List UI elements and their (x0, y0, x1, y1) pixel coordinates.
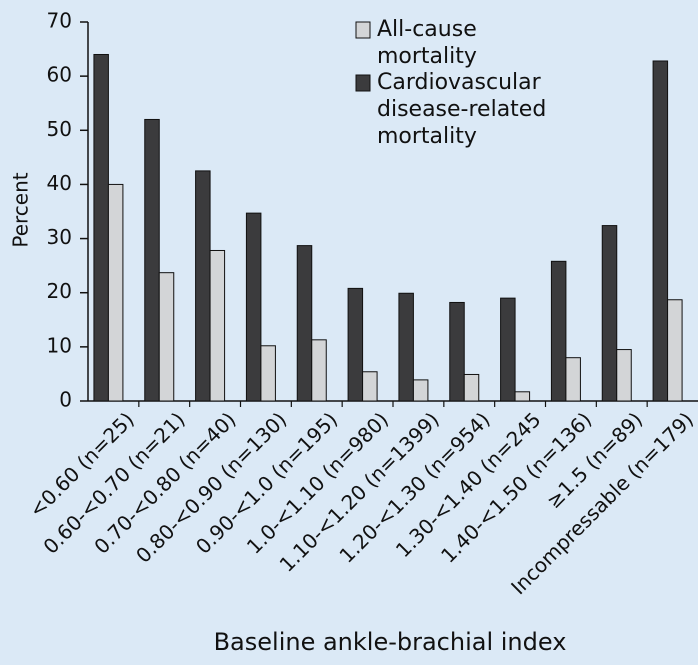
bar (449, 301, 465, 402)
bar (158, 272, 175, 402)
y-tick-label: 50 (47, 117, 72, 141)
legend-swatch (355, 21, 371, 39)
y-tick-label: 30 (47, 225, 72, 249)
bar (362, 371, 378, 402)
bar (245, 212, 262, 402)
bar (311, 339, 327, 402)
bar (107, 183, 124, 402)
y-tick-label: 0 (59, 388, 72, 412)
bar (398, 292, 414, 402)
legend-label: Cardiovascular disease-related mortality (377, 70, 547, 149)
bar (412, 379, 429, 402)
bar (616, 349, 632, 402)
legend-swatch (355, 74, 371, 92)
bar (195, 170, 211, 402)
bar (652, 60, 669, 402)
bar (144, 118, 160, 402)
bar (209, 249, 226, 402)
y-tick-label: 60 (47, 63, 72, 87)
bar (565, 357, 581, 402)
bar (514, 391, 531, 402)
bar (347, 287, 364, 402)
bar (601, 225, 618, 402)
bar (500, 297, 516, 402)
bar (296, 245, 313, 402)
y-tick-label: 70 (47, 9, 72, 33)
bar (260, 345, 276, 402)
legend-label: All-cause mortality (377, 17, 477, 69)
bar (667, 299, 683, 402)
y-tick-label: 10 (47, 333, 72, 357)
x-axis-label: Baseline ankle-brachial index (214, 628, 567, 656)
y-tick-label: 20 (47, 279, 72, 303)
y-axis-label: Percent (9, 172, 33, 247)
y-tick-label: 40 (47, 171, 72, 195)
bar (550, 260, 567, 402)
bar (463, 373, 480, 402)
bar (93, 53, 109, 402)
